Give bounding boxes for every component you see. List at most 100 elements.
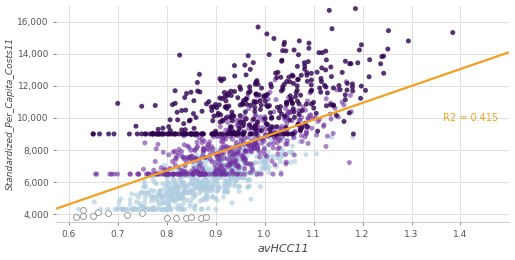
Point bbox=[318, 51, 327, 55]
Point bbox=[225, 128, 233, 132]
Point bbox=[179, 132, 187, 136]
Point bbox=[164, 132, 172, 136]
Point bbox=[235, 122, 243, 126]
Point bbox=[338, 70, 346, 75]
Point bbox=[205, 140, 214, 144]
Point bbox=[191, 157, 199, 161]
Point bbox=[211, 102, 219, 107]
Point bbox=[163, 181, 171, 186]
Point bbox=[260, 160, 268, 164]
Point bbox=[126, 202, 134, 206]
Point bbox=[181, 207, 189, 211]
Point bbox=[200, 168, 209, 172]
Point bbox=[283, 132, 291, 136]
Point bbox=[175, 192, 183, 196]
Point bbox=[241, 114, 249, 118]
Point bbox=[239, 99, 248, 103]
Point bbox=[251, 129, 260, 133]
Point bbox=[215, 173, 224, 178]
Point bbox=[217, 113, 225, 117]
Point bbox=[250, 146, 259, 150]
Point bbox=[216, 175, 225, 179]
Point bbox=[180, 121, 188, 126]
Point bbox=[223, 132, 231, 136]
Point bbox=[380, 71, 388, 75]
Point bbox=[170, 167, 178, 171]
Point bbox=[203, 143, 212, 147]
Point bbox=[216, 77, 224, 81]
Point bbox=[272, 132, 281, 136]
Point bbox=[327, 65, 335, 69]
Point bbox=[234, 172, 242, 176]
Point bbox=[267, 85, 276, 89]
Point bbox=[220, 156, 228, 160]
Point bbox=[295, 118, 303, 122]
Point bbox=[289, 81, 298, 86]
Point bbox=[182, 132, 191, 136]
Point bbox=[200, 181, 208, 185]
Y-axis label: Standardized_Per_Capita_Costs11: Standardized_Per_Capita_Costs11 bbox=[6, 37, 14, 191]
Point bbox=[232, 158, 240, 162]
Point bbox=[220, 164, 228, 168]
Point bbox=[202, 215, 210, 219]
Point bbox=[178, 207, 186, 211]
Point bbox=[197, 207, 205, 211]
Point bbox=[180, 157, 188, 161]
Point bbox=[247, 147, 255, 151]
Point bbox=[213, 106, 221, 110]
Point bbox=[142, 191, 150, 195]
Point bbox=[161, 207, 169, 211]
Point bbox=[220, 169, 229, 173]
Point bbox=[205, 185, 214, 190]
Point bbox=[89, 132, 97, 136]
Point bbox=[282, 49, 290, 53]
Point bbox=[357, 84, 366, 88]
Point bbox=[284, 112, 292, 116]
Point bbox=[193, 80, 201, 84]
Point bbox=[327, 103, 335, 107]
Point bbox=[269, 141, 278, 145]
Point bbox=[340, 119, 348, 124]
Point bbox=[252, 114, 260, 118]
Point bbox=[206, 157, 214, 161]
Point bbox=[247, 144, 255, 148]
Point bbox=[204, 196, 212, 200]
Point bbox=[171, 162, 179, 167]
Point bbox=[163, 194, 171, 198]
Point bbox=[180, 184, 188, 188]
Point bbox=[203, 184, 212, 188]
Point bbox=[341, 93, 349, 97]
Point bbox=[286, 94, 295, 98]
Point bbox=[307, 78, 316, 82]
Point bbox=[176, 172, 184, 176]
Point bbox=[229, 164, 237, 168]
Point bbox=[178, 168, 186, 173]
Point bbox=[252, 141, 260, 145]
Point bbox=[241, 161, 249, 165]
Point bbox=[288, 101, 297, 106]
Point bbox=[200, 155, 209, 159]
Point bbox=[317, 76, 325, 81]
Point bbox=[365, 75, 373, 79]
Point bbox=[283, 79, 291, 83]
Point bbox=[229, 170, 237, 174]
Point bbox=[225, 128, 233, 133]
Point bbox=[212, 169, 220, 173]
Point bbox=[207, 173, 215, 177]
Point bbox=[310, 106, 318, 110]
Point bbox=[261, 166, 269, 170]
Point bbox=[234, 164, 243, 168]
Point bbox=[183, 184, 192, 188]
Point bbox=[238, 117, 247, 121]
Point bbox=[132, 193, 141, 197]
Point bbox=[362, 88, 370, 93]
Point bbox=[258, 129, 266, 133]
Point bbox=[181, 132, 190, 136]
Point bbox=[170, 172, 178, 176]
Point bbox=[278, 146, 286, 150]
Point bbox=[297, 93, 305, 97]
Point bbox=[191, 148, 199, 153]
Point bbox=[187, 154, 196, 158]
Point bbox=[290, 153, 298, 157]
Point bbox=[222, 116, 230, 120]
